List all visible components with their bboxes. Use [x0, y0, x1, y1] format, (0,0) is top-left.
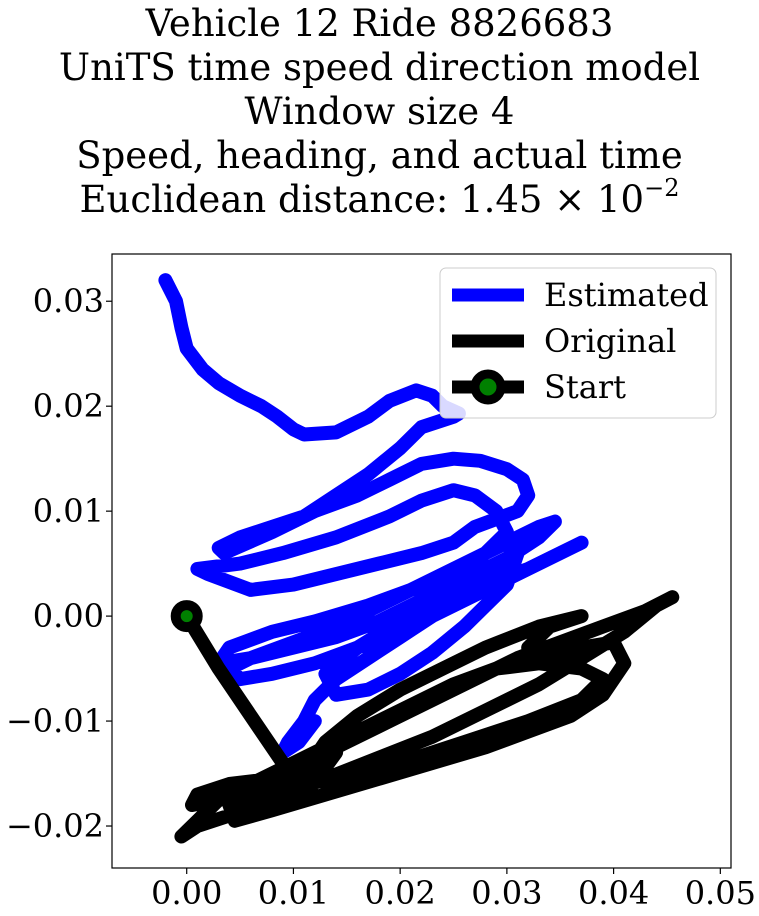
x-tick-label: 0.02: [365, 874, 436, 912]
y-tick-label: 0.03: [33, 282, 104, 320]
title-line-window: Window size 4: [244, 90, 515, 133]
title-line-vehicle: Vehicle 12 Ride 8826683: [145, 2, 614, 45]
legend: Estimated Original Start: [439, 267, 717, 419]
x-tick-label: 0.05: [685, 874, 756, 912]
y-tick-label: 0.01: [33, 492, 104, 530]
series-layer: [158, 273, 680, 844]
y-tick-label: 0.02: [33, 387, 104, 425]
legend-start-marker: [470, 369, 506, 405]
y-tick-label: −0.01: [6, 702, 104, 740]
x-tick-label: 0.04: [578, 874, 649, 912]
start-marker: [170, 600, 203, 633]
y-axis: 0.03 0.02 0.01 0.00 −0.01 −0.02: [6, 282, 112, 845]
legend-estimated-label: Estimated: [544, 276, 709, 314]
x-axis: 0.00 0.01 0.02 0.03 0.04 0.05: [151, 868, 756, 912]
distance-text: Euclidean distance: 1.45 × 10: [79, 178, 645, 221]
series-estimated-line: [158, 273, 589, 760]
distance-exponent: −2: [644, 174, 680, 202]
x-tick-label: 0.03: [471, 874, 542, 912]
plot-frame: [111, 253, 732, 869]
title-line-features: Speed, heading, and actual time: [76, 134, 683, 177]
legend-original-label: Original: [544, 322, 676, 360]
y-tick-label: 0.00: [33, 597, 104, 635]
x-tick-label: 0.00: [151, 874, 222, 912]
title-line-distance: Euclidean distance: 1.45 × 10−2: [0, 174, 759, 226]
title-line-model: UniTS time speed direction model: [58, 46, 701, 89]
y-tick-label: −0.02: [6, 807, 104, 845]
legend-start-label: Start: [544, 368, 626, 406]
x-tick-label: 0.01: [258, 874, 329, 912]
series-original-line: [174, 590, 680, 844]
chart-title: Vehicle 12 Ride 8826683 UniTS time speed…: [0, 2, 759, 226]
